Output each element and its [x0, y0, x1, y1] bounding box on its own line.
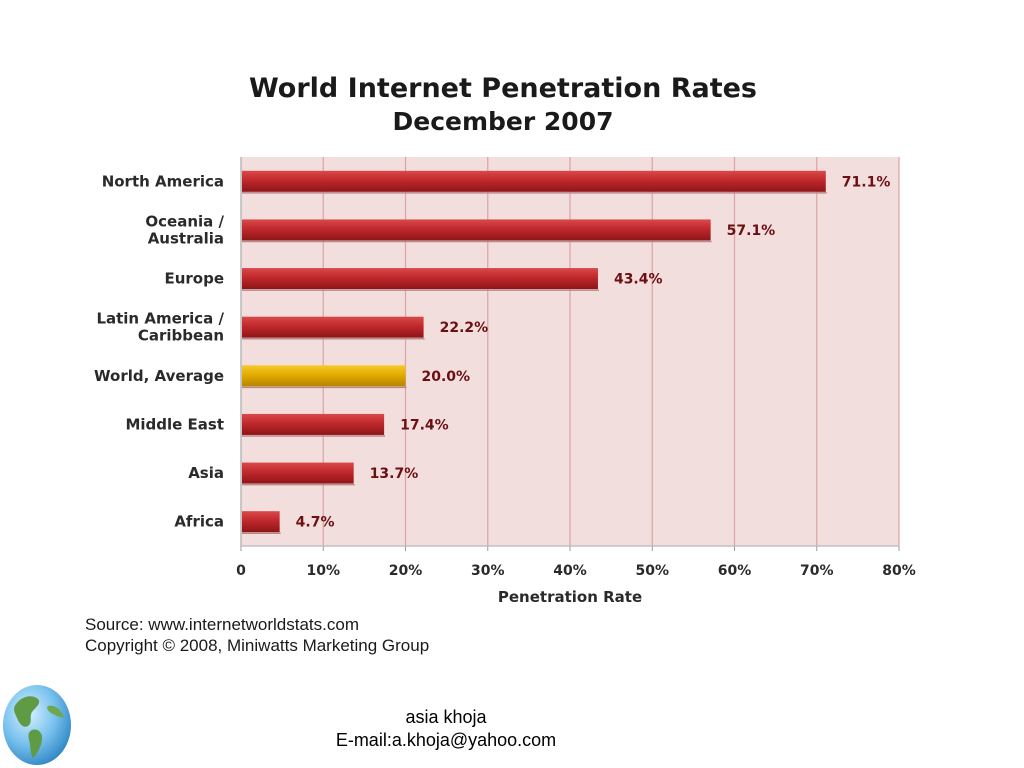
globe-icon: [3, 685, 71, 765]
bar-value-label: 71.1%: [842, 174, 891, 190]
bar-value-label: 13.7%: [370, 466, 419, 482]
category-label: North America: [102, 172, 224, 190]
bar: [242, 511, 280, 533]
bar-value-label: 22.2%: [440, 320, 489, 336]
category-label: Europe: [164, 270, 224, 288]
bar: [242, 268, 598, 290]
category-label: Oceania /: [145, 212, 224, 230]
author-email: E-mail:a.khoja@yahoo.com: [335, 730, 557, 750]
x-tick-label: 10%: [306, 563, 340, 579]
x-tick-label: 40%: [553, 563, 587, 579]
chart-subtitle: December 2007: [393, 107, 614, 136]
bar: [242, 316, 424, 338]
category-label: Middle East: [125, 415, 224, 433]
bar-value-label: 57.1%: [727, 223, 776, 239]
bar: [242, 462, 354, 484]
x-tick-label: 60%: [718, 563, 752, 579]
bar-series: 71.1% 57.1% 43.4% 22.2% 20.0% 17.4% 13.7% 4.7%: [242, 170, 891, 534]
x-tick-label: 50%: [635, 563, 669, 579]
category-label: Latin America /: [96, 310, 224, 328]
x-tick-label: 0: [236, 563, 246, 579]
author-footer: asia khoja E-mail:a.khoja@yahoo.com: [300, 706, 592, 752]
bar: [242, 219, 711, 241]
x-tick-label: 20%: [389, 563, 423, 579]
chart-title: World Internet Penetration Rates: [249, 73, 757, 104]
bar-value-label: 4.7%: [296, 515, 335, 531]
bar-world-average: [242, 365, 406, 387]
bar-value-label: 20.0%: [422, 369, 471, 385]
copyright-line: Copyright © 2008, Miniwatts Marketing Gr…: [85, 636, 430, 655]
category-axis: North America Oceania /Australia Europe Lat…: [94, 172, 224, 530]
category-label: World, Average: [94, 367, 224, 385]
x-tick-label: 70%: [800, 563, 834, 579]
category-label: Africa: [174, 513, 224, 531]
x-axis-title: Penetration Rate: [498, 588, 642, 606]
author-name: asia khoja: [405, 707, 487, 727]
source-note: Source: www.internetworldstats.com Copyr…: [85, 614, 429, 656]
x-tick-label: 30%: [471, 563, 505, 579]
bar-value-label: 17.4%: [400, 417, 449, 433]
penetration-chart: World Internet Penetration Rates Decembe…: [94, 73, 916, 606]
bar-value-label: 43.4%: [614, 272, 663, 288]
x-tick-label: 80%: [882, 563, 916, 579]
category-label: Australia: [148, 229, 224, 247]
bar: [242, 170, 826, 192]
value-axis: 0 10% 20% 30% 40% 50% 60% 70% 80%: [236, 545, 916, 579]
category-label: Asia: [188, 464, 224, 482]
bar: [242, 413, 385, 435]
category-label: Caribbean: [138, 327, 224, 345]
source-line: Source: www.internetworldstats.com: [85, 615, 359, 634]
